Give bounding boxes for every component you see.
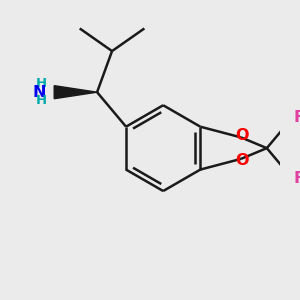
Text: H: H bbox=[36, 77, 47, 90]
Polygon shape bbox=[54, 86, 97, 99]
Text: O: O bbox=[235, 128, 249, 143]
Text: F: F bbox=[293, 171, 300, 186]
Text: F: F bbox=[293, 110, 300, 125]
Text: N: N bbox=[32, 85, 46, 100]
Text: O: O bbox=[235, 153, 249, 168]
Text: H: H bbox=[36, 94, 47, 107]
